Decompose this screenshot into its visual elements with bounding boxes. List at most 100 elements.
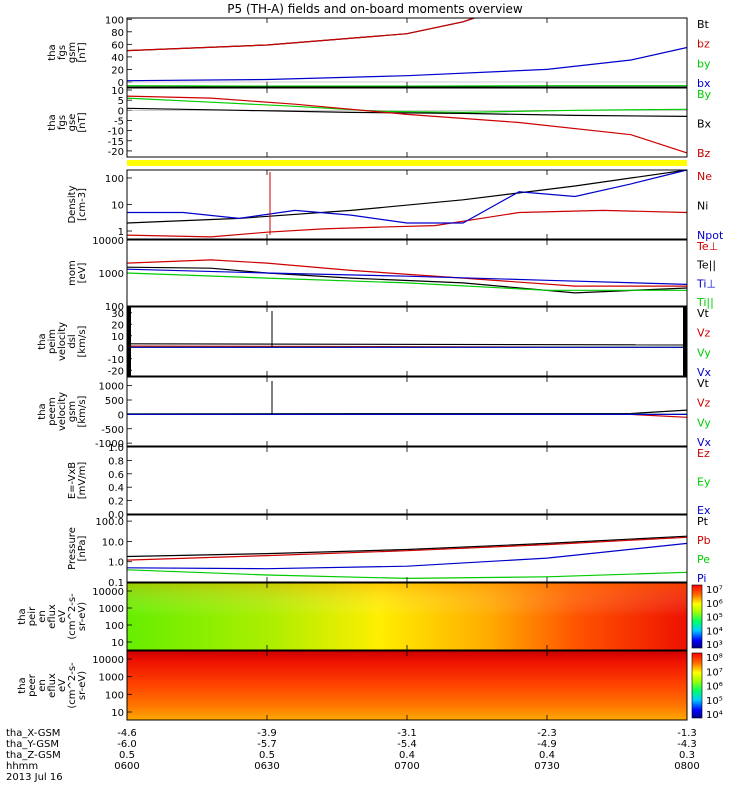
x-axis-row-label: 2013 Jul 16 — [6, 772, 63, 783]
series-Vt — [126, 409, 688, 415]
series-Bt — [126, 17, 475, 52]
series-Vt — [126, 343, 688, 346]
y-tick-label: -500 — [101, 425, 124, 436]
series-Pt — [126, 535, 688, 558]
legend-label: Pi — [697, 572, 706, 585]
x-axis-value: -4.6 — [117, 728, 137, 739]
edge-block — [683, 307, 687, 376]
y-axis-label: fgs — [57, 45, 68, 60]
y-tick-label: 5 — [118, 96, 124, 107]
panel-frame — [126, 306, 688, 377]
y-tick-label: -20 — [108, 366, 124, 377]
y-axis-label: sr-eV) — [77, 671, 88, 700]
y-axis-label: Pressure — [67, 527, 78, 570]
legend-label: by — [697, 57, 711, 70]
y-tick-label: 1000 — [99, 269, 124, 280]
y-tick-label: 0 — [118, 343, 124, 354]
y-tick-label: -10 — [108, 127, 124, 138]
y-tick-label: 0.0 — [108, 510, 124, 521]
y-axis-label: dsl — [67, 334, 78, 348]
x-axis-value: 0630 — [254, 761, 279, 772]
legend-label: Bz — [697, 147, 711, 160]
x-axis-value: -5.7 — [257, 739, 277, 750]
colorbar-tick-label: 10⁸ — [706, 653, 723, 664]
x-axis-value: 0.3 — [679, 750, 695, 761]
x-axis-row-label: hhmm — [6, 761, 38, 772]
y-tick-label: 10 — [111, 332, 124, 343]
series-Bx — [126, 107, 688, 117]
y-axis-label: [cm-3] — [77, 188, 88, 221]
y-axis-label: velocity — [57, 322, 68, 361]
y-axis-label: [km/s] — [77, 395, 88, 427]
y-axis-label: tha — [17, 677, 28, 693]
colorbar-tick-label: 10⁶ — [706, 599, 723, 610]
colorbar-tick-label: 10⁵ — [706, 696, 723, 707]
y-axis-label: gsm — [67, 42, 78, 63]
y-axis-label: peer — [27, 673, 38, 697]
x-axis-value: -3.9 — [257, 728, 277, 739]
y-tick-label: 0.8 — [108, 456, 124, 467]
y-tick-label: 10 — [111, 86, 124, 97]
y-axis-label: gsm — [67, 401, 78, 422]
x-axis-value: 0800 — [674, 761, 699, 772]
series-Tepar — [126, 266, 688, 294]
series-bz — [126, 17, 475, 52]
x-axis-value: 0.4 — [399, 750, 415, 761]
legend-label: Ey — [697, 476, 711, 489]
x-axis-value: 0700 — [394, 761, 419, 772]
x-axis-row-label: tha_Z-GSM — [6, 750, 61, 761]
y-tick-label: 1 — [118, 227, 124, 238]
y-axis-label: eflux — [47, 604, 58, 629]
y-axis-label: sr-eV) — [77, 602, 88, 631]
y-axis-label: (cm^2-s- — [67, 662, 78, 709]
y-tick-label: 1000 — [99, 382, 124, 393]
legend-label: Vz — [697, 327, 711, 340]
panel-peer-en-eflux: 10⁴ 10⁵ 10⁶ 10⁷ 10⁸ 10 100 1000 10000 tha peer en ef… — [17, 650, 723, 721]
legend-label: Ti|| — [696, 296, 714, 309]
y-tick-label: 0.1 — [108, 578, 124, 589]
y-tick-label: 100 — [105, 621, 124, 632]
panel-frame — [126, 446, 688, 515]
y-tick-label: 0 — [118, 106, 124, 117]
panel-frame — [126, 376, 688, 447]
y-tick-label: 1.0 — [108, 558, 124, 569]
colorbar-tick-label: 10⁴ — [706, 626, 723, 637]
series-Npot — [127, 169, 688, 224]
colorbar — [691, 584, 703, 649]
y-tick-label: 100 — [105, 302, 124, 313]
series-bx — [126, 46, 688, 82]
series-Teperp — [126, 259, 687, 287]
legend-label: Pe — [697, 553, 710, 566]
y-axis-label: Density — [67, 185, 78, 223]
y-axis-label: peim — [47, 329, 58, 354]
y-axis-label: [nT] — [77, 42, 88, 62]
edge-block — [127, 307, 131, 376]
y-tick-label: 1000 — [99, 604, 124, 615]
y-axis-label: eV — [57, 679, 68, 692]
panel-frame — [126, 514, 688, 583]
x-axis-value: -2.3 — [537, 728, 557, 739]
x-axis-value: -6.0 — [117, 739, 137, 750]
y-axis-label: E=-VxB — [67, 462, 78, 499]
x-axis-value: -1.3 — [677, 728, 697, 739]
spectrogram-shade — [127, 583, 687, 650]
y-axis-label: gse — [67, 114, 78, 132]
y-axis-label: velocity — [57, 392, 68, 431]
legend-label: bz — [697, 38, 710, 51]
legend-label: Vx — [697, 436, 712, 449]
x-axis-value: -4.3 — [677, 739, 697, 750]
colorbar-tick-label: 10³ — [706, 640, 723, 651]
y-tick-label: -5 — [114, 116, 124, 127]
y-tick-label: 100 — [105, 690, 124, 701]
series-Pb — [126, 536, 688, 561]
x-axis-value: -4.9 — [537, 739, 557, 750]
x-axis-value: 0600 — [114, 761, 139, 772]
y-tick-label: -20 — [108, 147, 124, 158]
series-Tiperp — [126, 268, 688, 285]
y-tick-label: 0 — [118, 410, 124, 421]
y-tick-label: -1000 — [95, 439, 124, 450]
y-tick-label: 0 — [118, 78, 124, 89]
panel-pressure: 0.1 1.0 10.0 100.0 Pressure [nPa] Pt Pb Pe Pi — [67, 514, 711, 589]
